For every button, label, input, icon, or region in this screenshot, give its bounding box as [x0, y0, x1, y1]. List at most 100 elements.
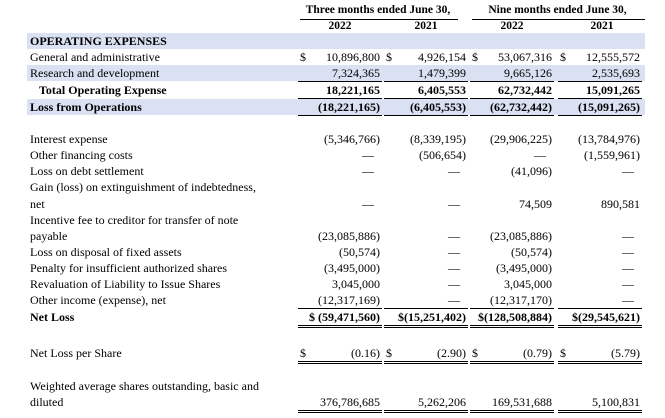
value-cell: (29,906,225): [470, 132, 554, 147]
value-cell: —: [384, 277, 468, 292]
cell-value: —: [448, 229, 460, 243]
currency-symbol: $: [472, 50, 478, 64]
cell-value: 376,786,685: [320, 395, 380, 409]
cell-value: $(29,545,621): [572, 310, 640, 324]
cell-value: $(15,251,402): [398, 310, 466, 324]
cell-value: (12,317,169): [318, 293, 380, 307]
header-year-9m-2022: 2022: [500, 20, 524, 32]
cell-value: 3,045,000: [504, 277, 552, 291]
row-weighted-average-shares: diluted 376,786,685 5,262,206 169,531,68…: [27, 394, 645, 413]
row-total-operating-expense: Total Operating Expense 18,221,165 6,405…: [27, 82, 645, 99]
cell-value: (3,495,000): [496, 261, 552, 275]
row-incentive-fee-line1: Incentive fee to creditor for transfer o…: [27, 212, 645, 228]
cell-value: (5,346,766): [324, 132, 380, 146]
value-cell: —: [558, 261, 642, 276]
cell-value: —: [622, 164, 634, 178]
cell-value: (0.16): [351, 346, 380, 360]
row-label: net: [30, 197, 45, 211]
value-cell: 169,531,688: [470, 395, 554, 413]
value-cell: 15,091,265: [558, 83, 642, 99]
header-nine-months: Nine months ended June 30,: [488, 4, 627, 16]
cell-value: —: [622, 277, 634, 291]
row-loss-debt-settlement: Loss on debt settlement — — (41,096) —: [27, 163, 645, 179]
value-cell: (3,495,000): [470, 261, 554, 276]
row-label: Loss from Operations: [30, 100, 142, 114]
row-other-financing-costs: Other financing costs — (506,654) — (1,5…: [27, 147, 645, 163]
currency-symbol: $: [472, 346, 478, 360]
value-cell: —: [558, 293, 642, 309]
value-cell: (62,732,442): [470, 100, 554, 116]
row-weighted-average-line1: Weighted average shares outstanding, bas…: [27, 378, 645, 394]
cell-value: —: [622, 229, 634, 243]
row-general-administrative: General and administrative $10,896,800 $…: [27, 49, 645, 65]
cell-value: 4,926,154: [418, 50, 466, 64]
value-cell: 62,732,442: [470, 83, 554, 99]
value-cell: (12,317,169): [298, 293, 382, 309]
value-cell: —: [470, 148, 554, 163]
row-net-loss: Net Loss $ (59,471,560) $(15,251,402) $(…: [27, 309, 645, 328]
cell-value: 1,479,399: [418, 66, 466, 80]
currency-symbol: $: [386, 346, 392, 360]
value-cell: (15,091,265): [558, 100, 642, 116]
row-penalty-authorized-shares: Penalty for insufficient authorized shar…: [27, 260, 645, 276]
row-label: Gain (loss) on extinguishment of indebte…: [30, 180, 256, 194]
header-year-q3-2021: 2021: [414, 20, 438, 32]
cell-value: —: [362, 164, 374, 178]
value-cell: —: [384, 245, 468, 260]
row-interest-expense: Interest expense (5,346,766) (8,339,195)…: [27, 131, 645, 147]
value-cell: $ (59,471,560): [298, 310, 382, 328]
row-label: Loss on debt settlement: [30, 164, 144, 178]
cell-value: —: [622, 245, 634, 259]
header-nine-months-rule: [472, 19, 645, 20]
value-cell: —: [384, 164, 468, 179]
value-cell: —: [384, 261, 468, 276]
cell-value: $(128,508,884): [478, 310, 552, 324]
cell-value: —: [448, 261, 460, 275]
value-cell: (12,317,170): [470, 293, 554, 309]
row-label: Research and development: [30, 66, 160, 80]
value-cell: —: [384, 293, 468, 309]
cell-value: (23,085,886): [490, 229, 552, 243]
currency-symbol: $: [300, 346, 306, 360]
value-cell: $53,067,316: [470, 50, 554, 65]
cell-value: 169,531,688: [492, 395, 552, 409]
cell-value: (6,405,553): [410, 100, 466, 114]
cell-value: —: [534, 148, 546, 162]
cell-value: 62,732,442: [498, 83, 552, 97]
cell-value: (62,732,442): [490, 100, 552, 114]
value-cell: (50,574): [470, 245, 554, 260]
currency-symbol: $: [560, 346, 566, 360]
value-cell: (41,096): [470, 164, 554, 179]
row-label: Loss on disposal of fixed assets: [30, 245, 182, 259]
cell-value: 5,262,206: [418, 395, 466, 409]
cell-value: (50,574): [339, 245, 380, 259]
cell-value: (15,091,265): [578, 100, 640, 114]
row-other-income: Other income (expense), net (12,317,169)…: [27, 292, 645, 309]
value-cell: —: [298, 164, 382, 179]
value-cell: 5,100,831: [558, 395, 642, 413]
value-cell: $12,555,572: [558, 50, 642, 65]
cell-value: 74,509: [519, 197, 552, 211]
value-cell: (13,784,976): [558, 132, 642, 147]
value-cell: 74,509: [470, 197, 554, 212]
row-label: Total Operating Expense: [39, 83, 167, 97]
cell-value: 890,581: [601, 197, 640, 211]
cell-value: —: [362, 148, 374, 162]
cell-value: (29,906,225): [490, 132, 552, 146]
cell-value: —: [448, 245, 460, 259]
row-loss-from-operations: Loss from Operations (18,221,165) (6,405…: [27, 99, 645, 116]
value-cell: (23,085,886): [298, 229, 382, 244]
cell-value: —: [448, 293, 460, 307]
value-cell: $4,926,154: [384, 50, 468, 65]
cell-value: (50,574): [511, 245, 552, 259]
section-title: OPERATING EXPENSES: [30, 34, 167, 48]
header-year-9m-2021: 2021: [590, 20, 614, 32]
row-label: payable: [30, 229, 68, 243]
cell-value: (3,495,000): [324, 261, 380, 275]
value-cell: 1,479,399: [384, 66, 468, 82]
row-label: Interest expense: [30, 132, 108, 146]
value-cell: 5,262,206: [384, 395, 468, 413]
cell-value: (12,317,170): [490, 293, 552, 307]
value-cell: —: [558, 164, 642, 179]
row-label: Other financing costs: [30, 148, 133, 162]
